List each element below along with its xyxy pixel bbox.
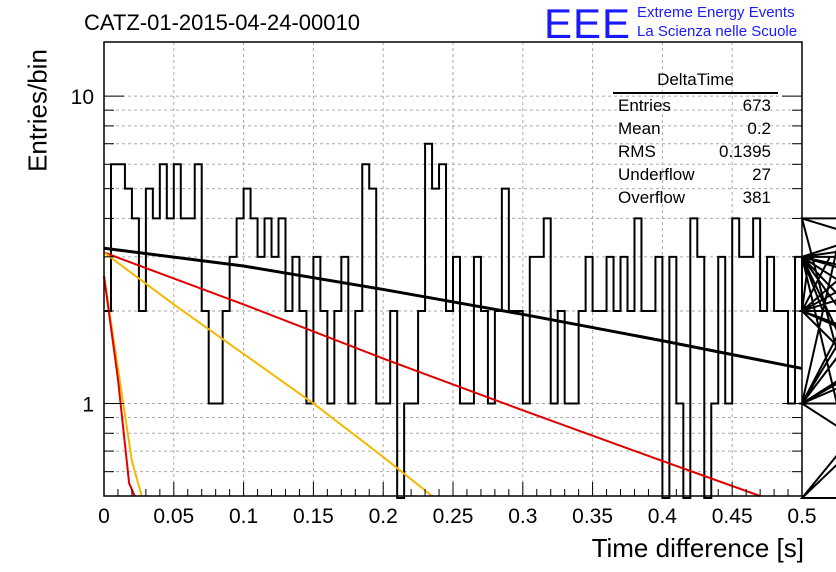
x-tick-label: 0.15: [293, 505, 334, 528]
stats-value: 0.1395: [719, 142, 771, 161]
stats-row-rms: RMS 0.1395: [613, 140, 778, 163]
grid-lines: [104, 42, 802, 497]
x-axis-label: Time difference [s]: [591, 533, 804, 563]
stats-label: RMS: [618, 142, 656, 161]
fit-curves: [103, 246, 803, 497]
stats-label: Mean: [618, 119, 661, 138]
y-axis-label: Entries/bin: [22, 49, 53, 172]
x-tick-label: 0.25: [433, 505, 474, 528]
stats-value: 0.2: [747, 119, 771, 138]
x-tick-label: 0.35: [572, 505, 613, 528]
x-tick-label: 0.45: [712, 505, 753, 528]
y-tick-label: 1: [82, 393, 94, 416]
histogram-step-line: [104, 142, 836, 499]
stats-row-mean: Mean 0.2: [613, 117, 778, 140]
stats-row-entries: Entries 673: [613, 94, 778, 117]
eee-logo: EEE: [544, 0, 632, 47]
stats-label: Underflow: [618, 165, 695, 184]
logo-line-2: La Scienza nelle Scuole: [637, 23, 798, 40]
x-tick-label: 0.05: [153, 505, 194, 528]
x-tick-label: 0.3: [508, 505, 537, 528]
fit-curve: [103, 251, 761, 497]
stats-value: 673: [742, 96, 771, 115]
stats-row-underflow: Underflow 27: [613, 163, 778, 186]
axis-ticks: 0 0.05 0.1 0.15 0.2 0.25 0.3 0.35 0.4 0.45 0.5 1 10: [71, 86, 817, 528]
stats-label: Entries: [618, 96, 671, 115]
fit-curve: [103, 251, 433, 497]
x-tick-label: 0: [98, 505, 110, 528]
stats-label: Overflow: [618, 188, 686, 207]
stats-value: 381: [742, 188, 771, 207]
stats-value: 27: [752, 165, 771, 184]
x-tick-label: 0.4: [648, 505, 678, 528]
fit-curve: [103, 275, 136, 497]
chart-title: CATZ-01-2015-04-24-00010: [84, 10, 360, 35]
x-tick-label: 0.1: [229, 505, 258, 528]
fit-curve: [103, 275, 143, 497]
x-tick-label: 0.2: [369, 505, 398, 528]
stats-header: DeltaTime: [613, 70, 778, 94]
logo-caption: Extreme Energy Events La Scienza nelle S…: [637, 3, 797, 41]
x-tick-label: 0.5: [787, 505, 816, 528]
stats-box: DeltaTime Entries 673 Mean 0.2 RMS 0.139…: [613, 70, 778, 209]
y-tick-label: 10: [71, 86, 94, 109]
logo-line-1: Extreme Energy Events: [637, 4, 795, 21]
fit-curve: [103, 246, 803, 370]
histogram: [104, 142, 836, 499]
stats-row-overflow: Overflow 381: [613, 186, 778, 209]
